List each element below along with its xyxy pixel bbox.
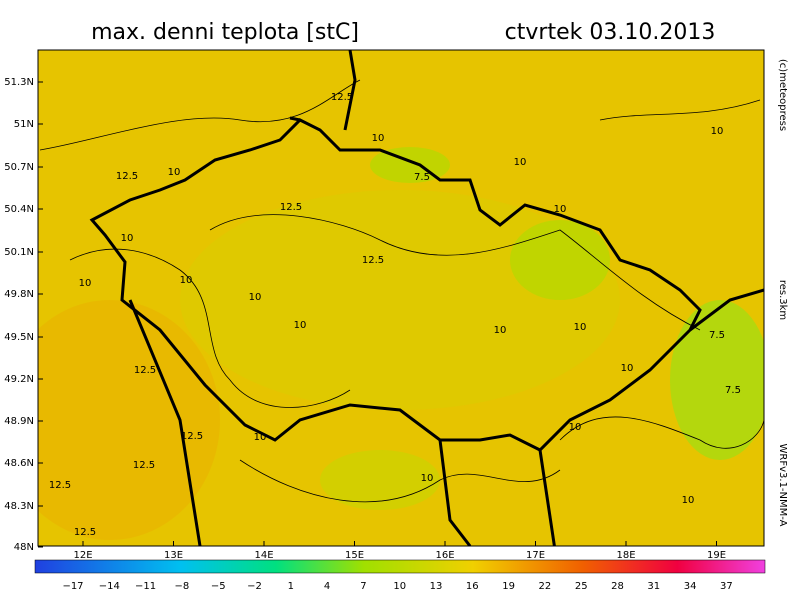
model: WRFv3.1-NMM-A <box>777 444 788 527</box>
contour-label: 12.5 <box>362 255 384 266</box>
map-frame <box>37 49 765 547</box>
longitude-label: 17E <box>526 550 545 561</box>
longitude-label: 19E <box>707 550 726 561</box>
colorbar-label: 37 <box>720 581 733 592</box>
colorbar-label: 10 <box>393 581 406 592</box>
colorbar-label: 19 <box>502 581 515 592</box>
borders <box>89 50 764 546</box>
contour-label: 10 <box>621 363 634 374</box>
date: ctvrtek 03.10.2013 <box>505 20 716 45</box>
colorbar-label: 13 <box>430 581 443 592</box>
contour-label: 12.5 <box>331 92 353 103</box>
longitude-label: 12E <box>73 550 92 561</box>
title: max. denni teplota [stC] <box>91 20 359 45</box>
latitude-label: 50.7N <box>4 162 34 173</box>
latitude-label: 48.9N <box>4 416 34 427</box>
colorbar-label: 4 <box>324 581 330 592</box>
contour-label: 10 <box>294 320 307 331</box>
contour-label: 12.5 <box>280 202 302 213</box>
contour-label: 10 <box>569 422 582 433</box>
latitude-label: 49.8N <box>4 289 34 300</box>
contour-label: 10 <box>372 133 385 144</box>
colorbar-label: −2 <box>247 581 262 592</box>
latitude-label: 50.1N <box>4 247 34 258</box>
contour-label: 10 <box>514 157 527 168</box>
latitude-label: 51.3N <box>4 77 34 88</box>
latitude-label: 49.2N <box>4 374 34 385</box>
contour-label: 10 <box>421 473 434 484</box>
contour-label: 10 <box>180 275 193 286</box>
colorbar-label: 34 <box>684 581 697 592</box>
colorbar-label: 28 <box>611 581 624 592</box>
contour-label: 7.5 <box>709 330 725 341</box>
copyright: (c)meteopress <box>777 59 788 131</box>
contour-label: 12.5 <box>49 480 71 491</box>
colorbar-label: 25 <box>575 581 588 592</box>
contour-label: 10 <box>682 495 695 506</box>
contour-label: 10 <box>121 233 134 244</box>
colorbar-label: 7 <box>360 581 366 592</box>
contour-label: 12.5 <box>134 365 156 376</box>
colorbar-label: 1 <box>288 581 294 592</box>
longitude-label: 15E <box>345 550 364 561</box>
contour-label: 10 <box>79 278 92 289</box>
colorbar-label: −17 <box>62 581 83 592</box>
latitude-label: 51N <box>14 119 34 130</box>
contour-label: 10 <box>168 167 181 178</box>
contour-label: 7.5 <box>725 385 741 396</box>
contour-label: 12.5 <box>181 431 203 442</box>
contour-label: 10 <box>554 204 567 215</box>
longitude-label: 14E <box>254 550 273 561</box>
contour-label: 10 <box>254 432 267 443</box>
latitude-label: 48.6N <box>4 458 34 469</box>
colorbar-label: 16 <box>466 581 479 592</box>
longitude-label: 18E <box>616 550 635 561</box>
map: 12.5 10 10 12.5 10 10 7.5 12.5 10 10 12.5 10 10 10 10 1… <box>38 50 764 546</box>
contour-labels: 12.5 10 10 12.5 10 10 7.5 12.5 10 10 12.5 10 10 10 10 1… <box>49 92 741 538</box>
colorbar-label: −8 <box>175 581 190 592</box>
colorbar-label: 22 <box>539 581 552 592</box>
colorbar-label: −14 <box>99 581 120 592</box>
colorbar-label: −11 <box>135 581 156 592</box>
contours <box>39 79 764 503</box>
latitude-label: 50.4N <box>4 204 34 215</box>
contour-label: 12.5 <box>116 171 138 182</box>
resolution: res.3km <box>777 280 788 320</box>
colorbar <box>34 559 766 574</box>
colorbar-label: 31 <box>647 581 660 592</box>
contour-label: 10 <box>574 322 587 333</box>
latitude-label: 49.5N <box>4 332 34 343</box>
longitude-label: 16E <box>435 550 454 561</box>
contour-label: 10 <box>494 325 507 336</box>
contour-label: 10 <box>711 126 724 137</box>
colorbar-label: −5 <box>211 581 226 592</box>
contour-label: 12.5 <box>133 460 155 471</box>
latitude-label: 48N <box>14 542 34 553</box>
latitude-label: 48.3N <box>4 501 34 512</box>
contour-label: 12.5 <box>74 527 96 538</box>
longitude-label: 13E <box>164 550 183 561</box>
contour-label: 7.5 <box>414 172 430 183</box>
contour-label: 10 <box>249 292 262 303</box>
